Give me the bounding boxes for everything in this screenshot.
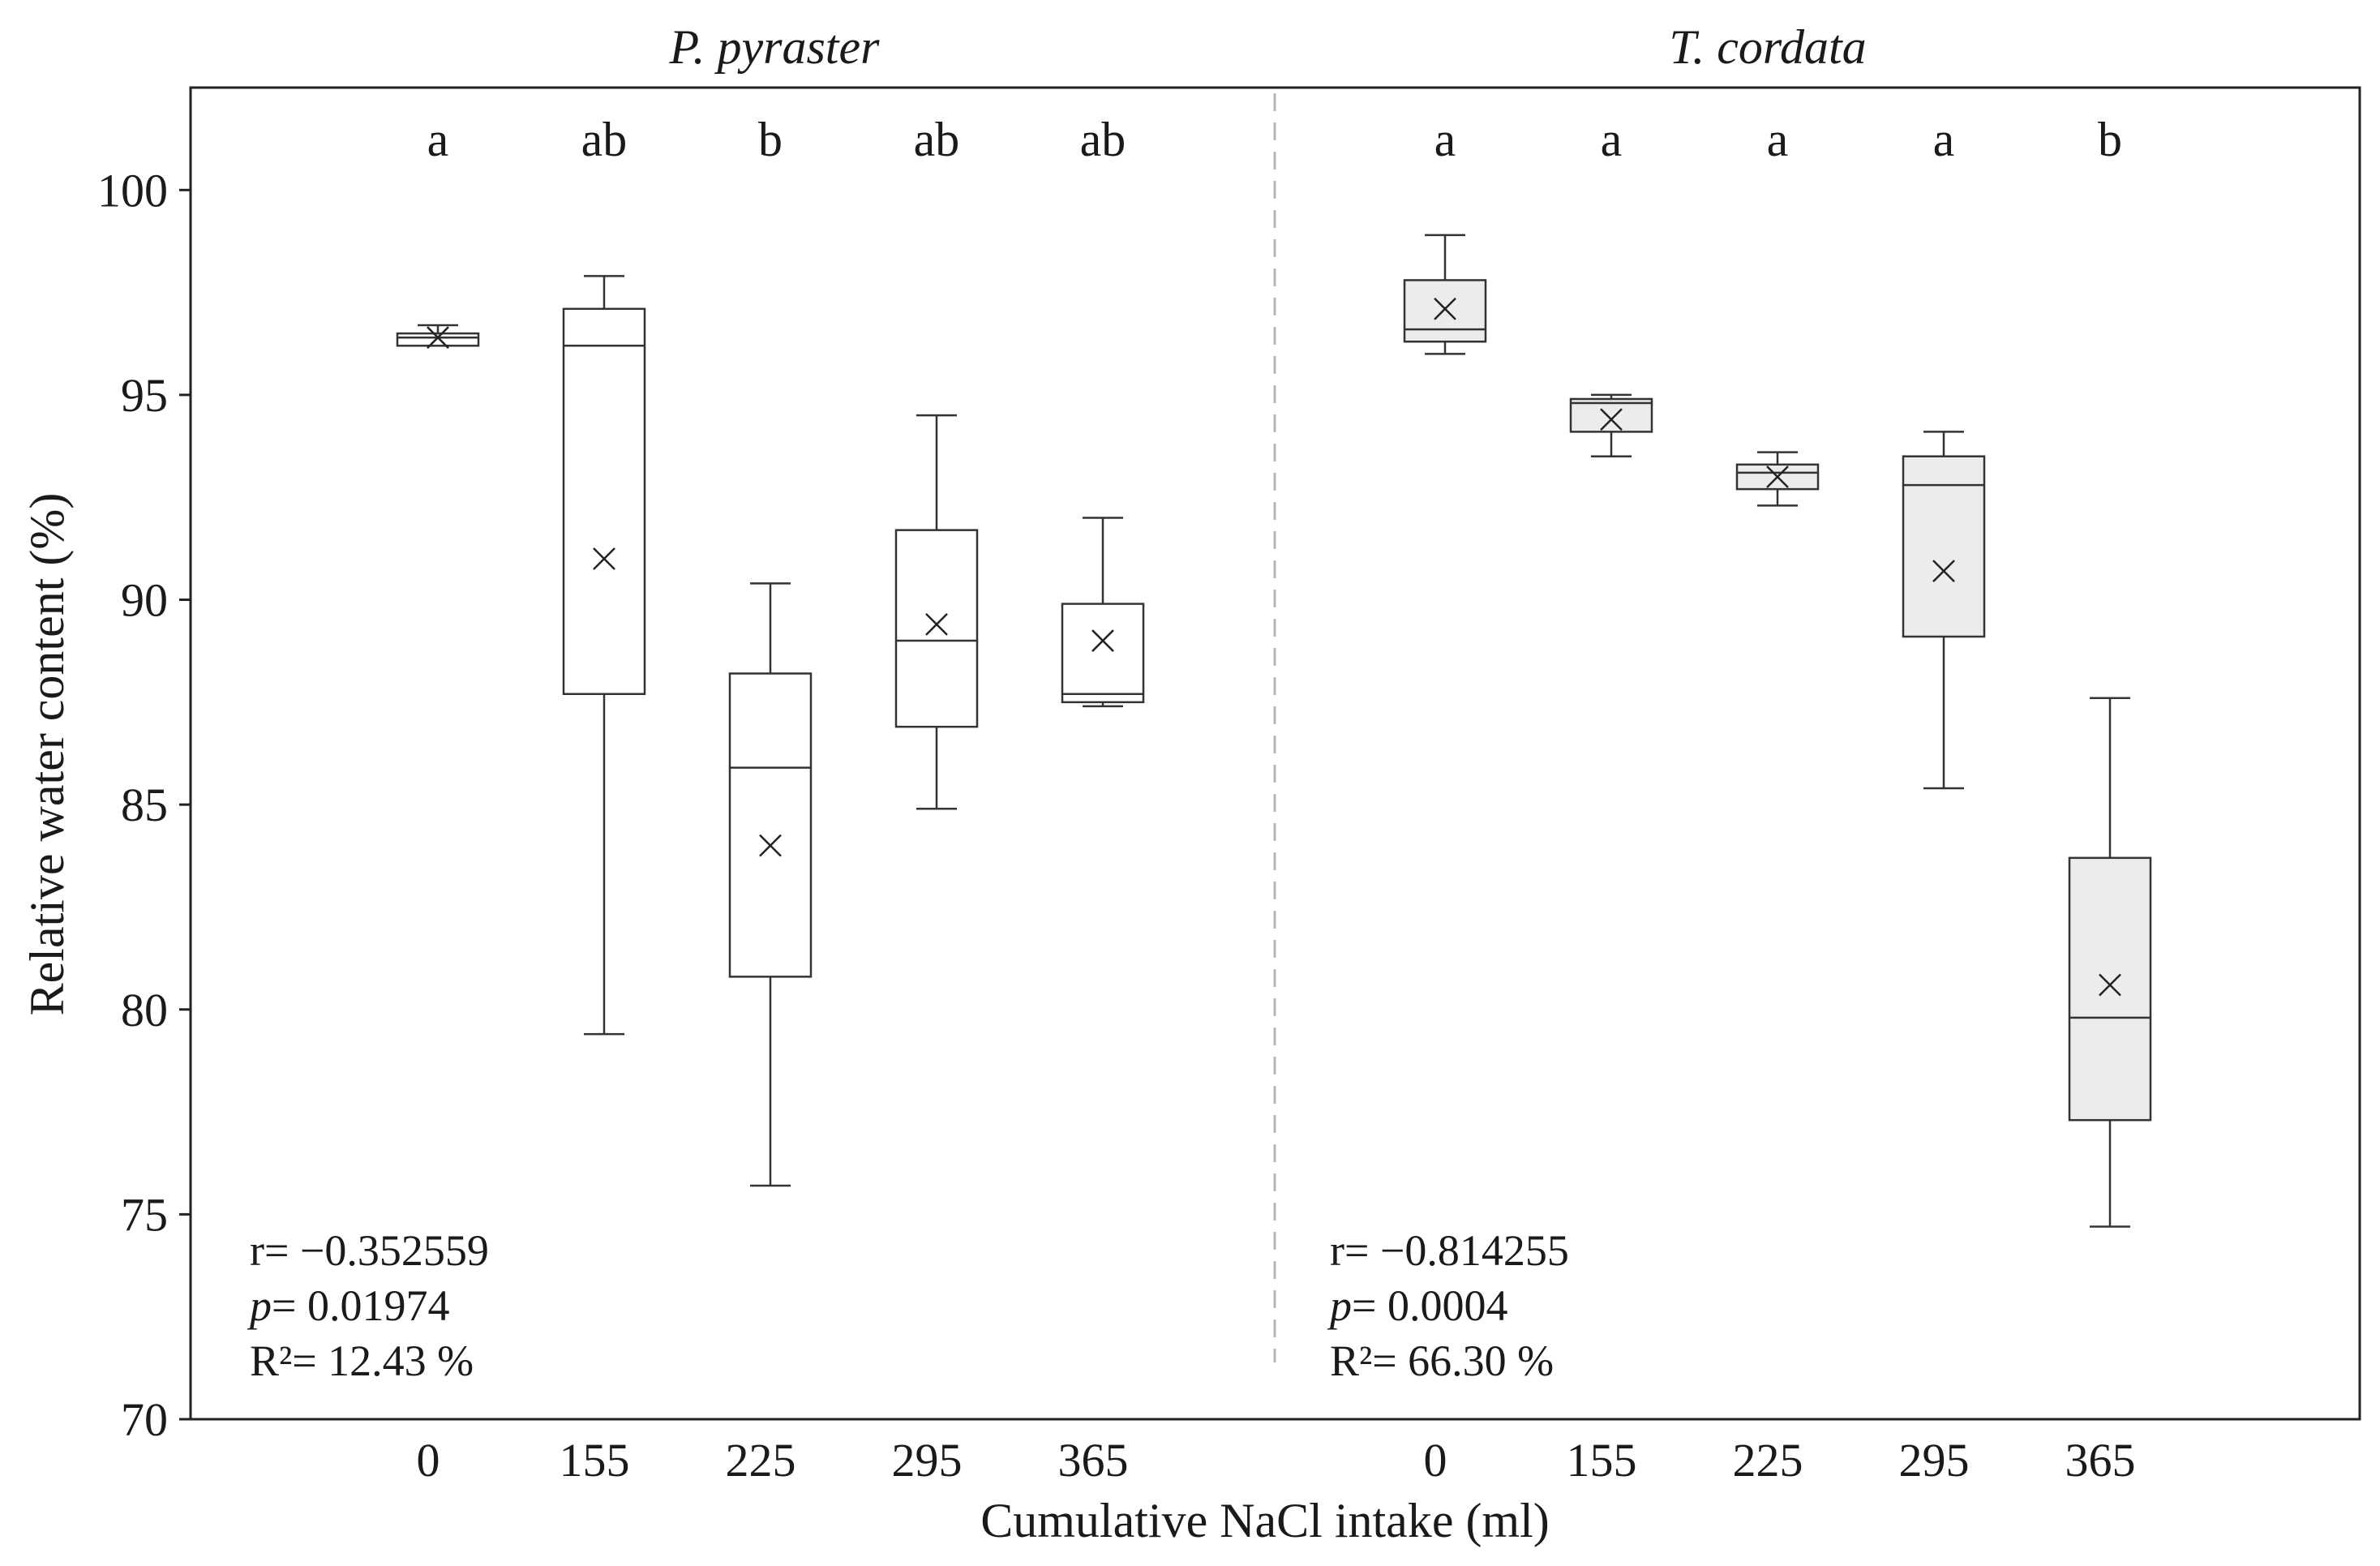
box-295 (1902, 431, 1986, 790)
iqr-box (1403, 279, 1487, 343)
box-155 (1569, 393, 1653, 457)
iqr-box (1569, 397, 1653, 433)
significance-letter: ab (1080, 113, 1126, 166)
plot-frame (189, 86, 2361, 1421)
significance-letter: ab (581, 113, 628, 166)
mean-marker (427, 326, 449, 350)
significance-letter: a (1434, 113, 1456, 166)
stats-t-cordata: r= −0.814255 p= 0.0004 R²= 66.30 % (1327, 1226, 1569, 1385)
y-axis-title: Relative water content (%) (20, 493, 74, 1016)
iqr-box (728, 672, 813, 978)
box-295 (894, 414, 979, 810)
x-axis: 0 155 225 295 365 0 155 225 295 365 (417, 1434, 2136, 1487)
y-tick-label: 75 (121, 1188, 168, 1241)
iqr-box (562, 307, 646, 695)
significance-letter: a (1933, 113, 1955, 166)
y-tick-label: 100 (97, 164, 168, 217)
stats-p-value: = 0.01974 (272, 1281, 449, 1330)
mean-marker (759, 834, 782, 857)
x-tick-label: 295 (892, 1434, 963, 1487)
box-225 (728, 582, 813, 1187)
iqr-box (1061, 603, 1145, 704)
mean-marker (1932, 560, 1955, 583)
stats-r-label: r= −0.352559 (250, 1226, 489, 1275)
significance-letter: a (1767, 113, 1789, 166)
significance-letter: a (1601, 113, 1623, 166)
x-tick-label: 365 (2065, 1434, 2136, 1487)
x-tick-label: 0 (1424, 1434, 1447, 1487)
x-tick-label: 225 (1733, 1434, 1803, 1487)
x-axis-title: Cumulative NaCl intake (ml) (980, 1494, 1550, 1547)
box-365 (2068, 697, 2152, 1228)
stats-r2-label: R²= 12.43 % (250, 1336, 474, 1385)
stats-r2-label: R²= 66.30 % (1330, 1336, 1554, 1385)
significance-letter: ab (914, 113, 960, 166)
y-tick-label: 90 (121, 574, 168, 627)
box-0 (396, 324, 480, 350)
mean-marker (1091, 629, 1114, 652)
y-tick-label: 70 (121, 1393, 168, 1446)
panel-title-p-pyraster: P. pyraster (669, 20, 881, 74)
panel-title-t-cordata: T. cordata (1669, 20, 1866, 74)
stats-p-pyraster: r= −0.352559 p= 0.01974 R²= 12.43 % (247, 1226, 489, 1385)
mean-marker (593, 547, 615, 570)
box-155 (562, 275, 646, 1036)
y-axis: 70 75 80 85 90 95 100 (97, 164, 191, 1446)
stats-p-line: p= 0.01974 (247, 1281, 449, 1330)
significance-letters: a ab b ab ab a a a a b (427, 113, 2122, 166)
stats-r-label: r= −0.814255 (1330, 1226, 1569, 1275)
iqr-box (396, 332, 480, 347)
panel-titles: P. pyraster T. cordata (669, 20, 1867, 74)
mean-marker (1434, 297, 1456, 320)
mean-marker (1766, 466, 1789, 488)
mean-marker (925, 612, 948, 636)
stats-p-label: p (1327, 1281, 1352, 1330)
mean-marker (2099, 973, 2121, 997)
mean-marker (1600, 408, 1623, 431)
significance-letter: b (2098, 113, 2122, 166)
box-365 (1061, 517, 1145, 708)
iqr-box (1902, 455, 1986, 638)
iqr-box (2068, 856, 2152, 1122)
y-tick-label: 95 (121, 369, 168, 422)
x-tick-label: 225 (726, 1434, 796, 1487)
box-0 (1403, 234, 1487, 355)
x-tick-label: 155 (1567, 1434, 1637, 1487)
iqr-box (894, 529, 979, 728)
x-tick-label: 0 (417, 1434, 440, 1487)
y-tick-label: 85 (121, 779, 168, 831)
significance-letter: b (758, 113, 783, 166)
stats-p-label: p (247, 1281, 272, 1330)
boxes (396, 234, 2152, 1228)
stats-p-line: p= 0.0004 (1327, 1281, 1507, 1330)
box-225 (1735, 451, 1820, 507)
stats-p-value: = 0.0004 (1352, 1281, 1507, 1330)
y-tick-label: 80 (121, 984, 168, 1036)
x-tick-label: 365 (1058, 1434, 1129, 1487)
x-tick-label: 155 (560, 1434, 630, 1487)
x-tick-label: 295 (1899, 1434, 1970, 1487)
significance-letter: a (427, 113, 449, 166)
